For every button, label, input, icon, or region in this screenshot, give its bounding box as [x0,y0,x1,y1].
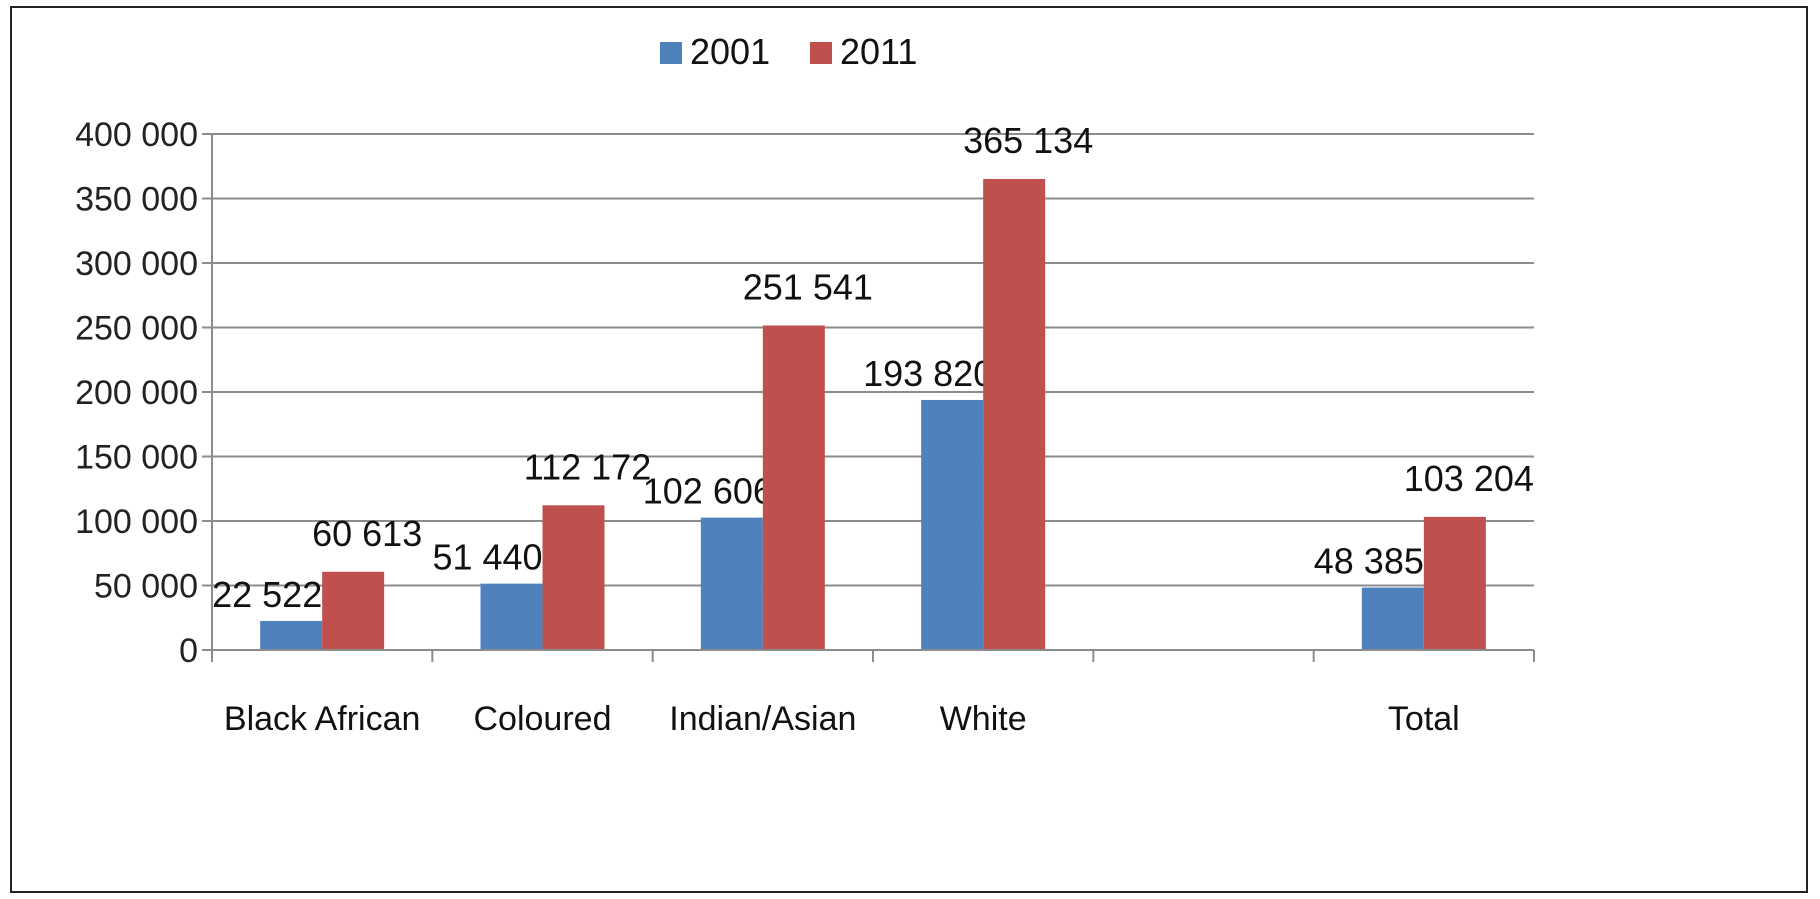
y-tick-label: 300 000 [75,245,198,283]
data-label: 102 606 [643,471,773,512]
legend-swatch-2011 [810,42,832,64]
bar-2011-2 [762,325,825,650]
x-category-label: Total [1388,700,1460,738]
bar-2011-5 [1423,516,1486,650]
bar-2011-0 [322,571,385,650]
legend-label: 2001 [690,31,770,72]
y-tick-label: 100 000 [75,503,198,541]
x-category-label: Black African [224,700,421,738]
x-category-label: Indian/Asian [669,700,856,738]
legend-label: 2011 [840,31,917,72]
data-label: 48 385 [1314,541,1424,582]
y-tick-label: 400 000 [75,116,198,154]
x-category-label: Coloured [474,700,612,738]
bar-2001-5 [1361,587,1424,650]
data-label: 251 541 [743,267,873,308]
y-tick-label: 250 000 [75,310,198,348]
x-category-label: White [940,700,1027,738]
data-label: 365 134 [963,120,1093,161]
bar-2001-1 [480,583,543,650]
bar-2001-3 [921,399,984,650]
bar-2001-2 [700,517,763,650]
data-label: 112 172 [524,446,651,487]
y-tick-label: 0 [179,632,198,670]
data-label: 22 522 [212,574,322,615]
chart-frame: 0 50 000 100 000 150 000 200 000 250 000 300 0… [10,6,1808,893]
legend-swatch-2001 [660,42,682,64]
y-tick-label: 150 000 [75,439,198,477]
y-tick-label: 50 000 [94,568,198,606]
y-tick-label: 350 000 [75,181,198,219]
y-tick-label: 200 000 [75,374,198,412]
bar-2011-3 [983,178,1046,650]
bar-2011-1 [542,505,605,650]
data-label: 51 440 [432,537,542,578]
data-label: 103 204 [1404,458,1534,499]
data-label: 60 613 [312,513,422,554]
bar-2001-0 [260,620,323,650]
bar-chart: 0 50 000 100 000 150 000 200 000 250 000 300 0… [75,31,1535,738]
data-label: 193 820 [863,353,993,394]
